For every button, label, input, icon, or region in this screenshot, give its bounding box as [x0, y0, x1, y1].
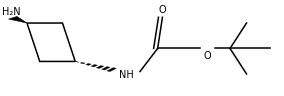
Polygon shape — [102, 67, 110, 70]
Polygon shape — [96, 66, 104, 69]
Polygon shape — [86, 63, 91, 65]
Text: H₂N: H₂N — [2, 7, 21, 17]
Text: O: O — [204, 51, 211, 61]
Polygon shape — [107, 68, 116, 72]
Polygon shape — [75, 61, 79, 62]
Polygon shape — [91, 65, 98, 67]
Polygon shape — [80, 62, 85, 64]
Text: O: O — [158, 5, 166, 15]
Text: NH: NH — [119, 70, 134, 80]
Polygon shape — [9, 17, 27, 23]
